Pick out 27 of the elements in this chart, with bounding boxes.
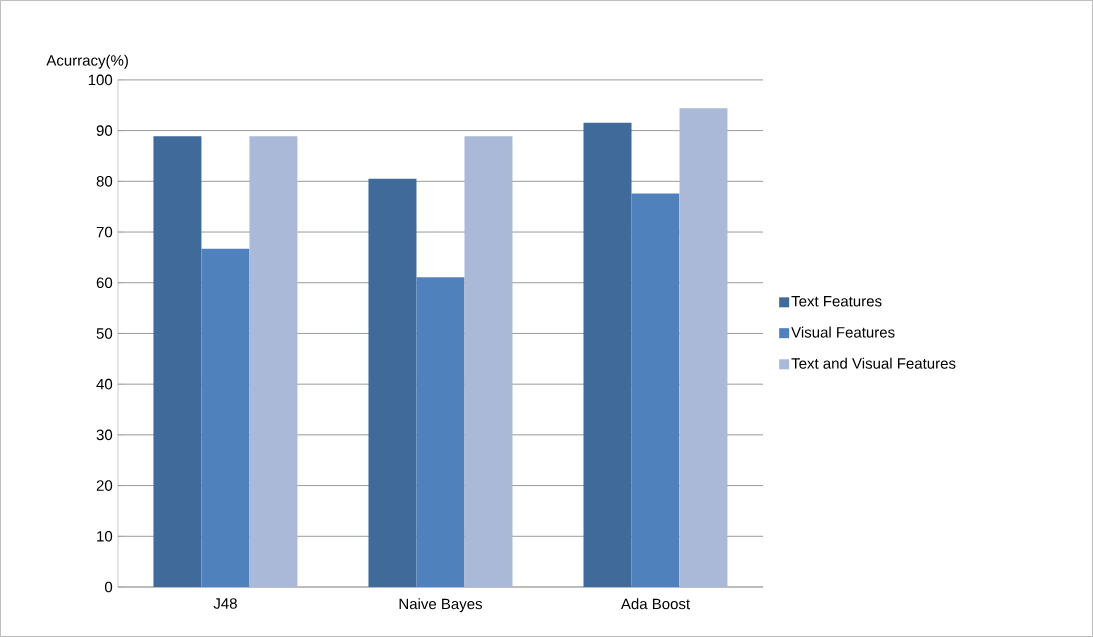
bar [249, 136, 298, 588]
bar [368, 178, 417, 588]
legend-label: Text Features [791, 296, 882, 307]
y-tick-label: 10 [97, 531, 113, 542]
y-axis-title: Acurracy(%) [46, 54, 128, 69]
bar [679, 108, 728, 588]
x-tick-label: Ada Boost [620, 598, 691, 610]
bar [464, 136, 513, 588]
legend-label: Text and Visual Features [791, 357, 956, 369]
bar [153, 136, 202, 588]
bar [631, 193, 680, 588]
y-tick-label: 100 [88, 74, 113, 86]
bar [201, 248, 250, 588]
bar [416, 277, 465, 588]
x-tick-label: J48 [213, 598, 237, 609]
bar [583, 122, 632, 588]
x-tick-label: Naive Bayes [399, 598, 483, 613]
y-tick-label: 70 [96, 226, 113, 238]
y-tick-label: 20 [96, 480, 113, 491]
y-tick-label: 0 [104, 581, 113, 593]
y-tick-label: 50 [96, 328, 113, 339]
y-tick-label: 30 [96, 429, 113, 441]
legend-label: Visual Features [791, 326, 895, 338]
y-tick-label: 40 [96, 378, 113, 390]
y-tick-label: 80 [96, 176, 113, 187]
y-tick-label: 90 [96, 125, 113, 136]
y-tick-label: 60 [96, 277, 113, 289]
